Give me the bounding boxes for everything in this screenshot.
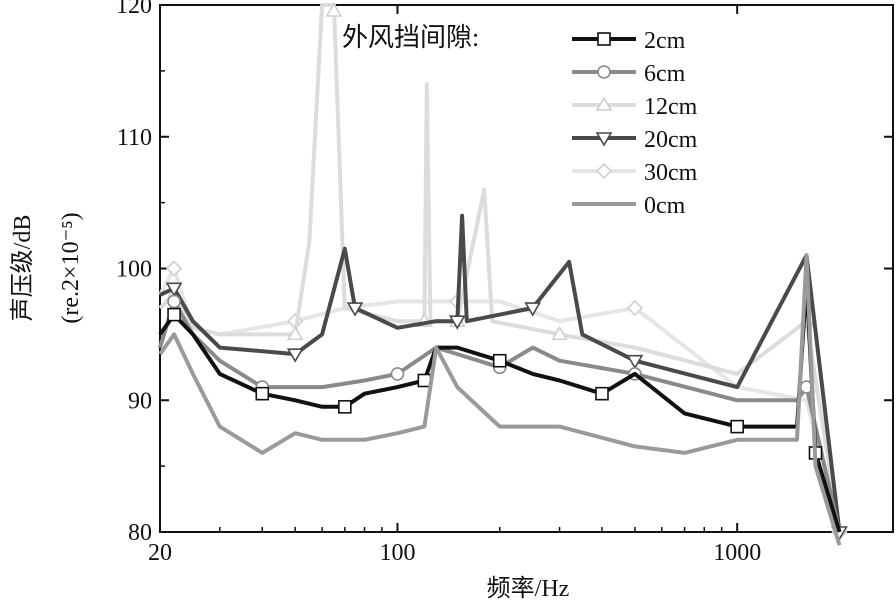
data-point [524,302,542,317]
series-line-0cm [158,253,842,546]
data-point [390,367,405,381]
legend-label-20cm: 20cm [644,127,698,153]
data-point [595,386,609,401]
legend-marker-20cm [595,132,613,147]
y-tick-label: 100 [116,257,152,283]
data-point [730,419,744,434]
data-point [492,353,507,368]
data-point [255,386,270,401]
y-tick-label: 110 [117,125,152,151]
legend-label-12cm: 12cm [644,94,698,120]
data-point [167,294,181,309]
legend: 外风挡间隙: 2cm 6cm 12cm 20cm 30cm 0cm [342,23,698,219]
legend-marker-2cm [597,32,611,46]
y-tick-label: 120 [116,0,152,19]
data-point [417,373,432,388]
series-6cm [158,294,842,533]
data-point [325,2,343,17]
data-point [551,325,568,341]
legend-marker-30cm [595,162,613,180]
axes: 80 90 100 110 120 20 100 1000 [116,0,894,566]
legend-label-6cm: 6cm [644,61,686,87]
data-point [286,325,304,341]
y-axis-label: 声压级/dB [9,215,36,322]
series-line-20cm [159,213,842,533]
data-point [626,299,644,317]
series-group [158,2,848,546]
legend-marker-6cm [597,65,611,79]
legend-label-0cm: 0cm [644,193,686,219]
x-axis-label: 频率/Hz [487,575,570,602]
legend-marker-12cm [595,96,613,111]
data-point [338,400,352,414]
data-point [626,354,644,370]
legend-label-2cm: 2cm [644,28,686,54]
data-point [286,348,304,363]
data-point [448,315,466,330]
x-tick-label: 100 [379,540,415,566]
series-20cm [159,213,848,541]
x-tick-label: 1000 [713,540,761,566]
data-point [346,302,364,317]
series-line-2cm [158,279,842,533]
legend-label-30cm: 30cm [644,160,698,186]
data-point [165,260,183,277]
data-point [165,282,183,297]
plot-frame [159,4,894,533]
data-point [167,307,181,322]
series-line-6cm [158,299,842,533]
y-axis-label-ref: (re.2×10⁻⁵) [58,212,84,323]
x-tick-label: 20 [148,540,172,566]
legend-title: 外风挡间隙: [342,23,479,52]
series-2cm [158,279,842,533]
y-tick-label: 80 [128,520,152,546]
series-0cm [158,253,842,546]
y-tick-label: 90 [128,388,152,414]
